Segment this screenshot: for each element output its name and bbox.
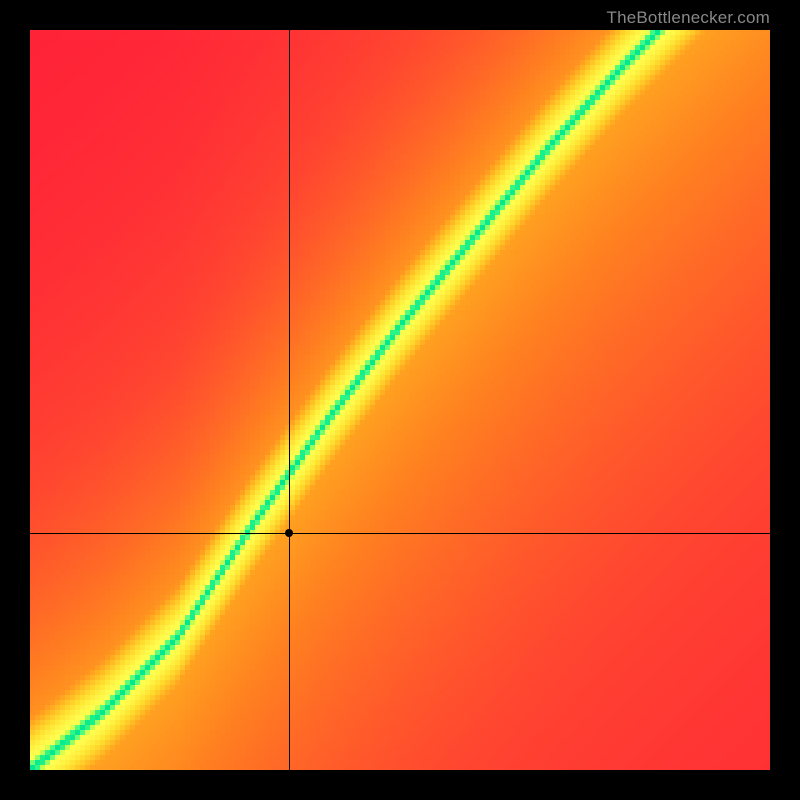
crosshair-marker-dot [285, 529, 293, 537]
plot-area [30, 30, 770, 770]
bottleneck-heatmap [30, 30, 770, 770]
crosshair-vertical [289, 30, 290, 770]
crosshair-horizontal [30, 533, 770, 534]
watermark-text: TheBottlenecker.com [607, 8, 771, 28]
